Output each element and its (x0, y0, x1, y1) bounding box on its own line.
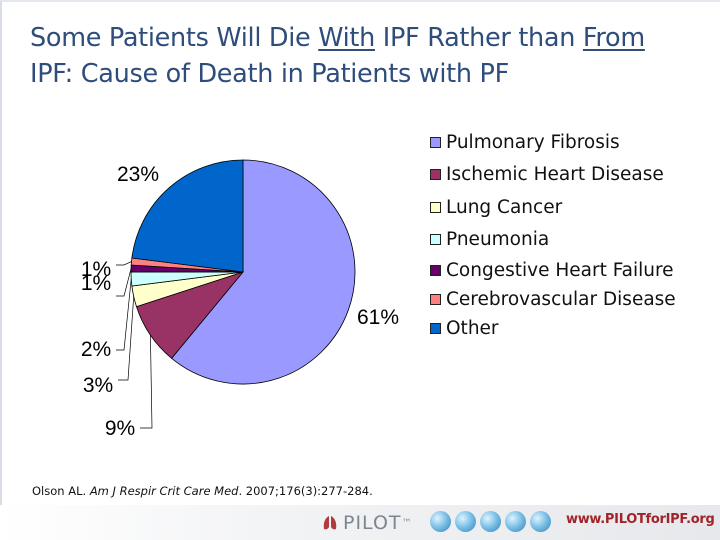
legend-label-congestive-heart-failure: Congestive Heart Failure (446, 260, 674, 281)
legend-item-cerebrovascular-disease: Cerebrovascular Disease (430, 285, 716, 314)
leader-line-ischemic-heart-disease (140, 334, 153, 429)
legend-label-pulmonary-fibrosis: Pulmonary Fibrosis (446, 131, 620, 153)
legend-swatch-other (430, 323, 441, 334)
pilot-logo: PILOT ™ (322, 512, 413, 534)
globe-icon (430, 511, 451, 532)
legend-label-cerebrovascular-disease: Cerebrovascular Disease (446, 289, 676, 310)
legend-swatch-ischemic-heart-disease (430, 169, 441, 181)
globe-icon (480, 511, 501, 532)
legend-label-lung-cancer: Lung Cancer (446, 196, 563, 218)
leader-line-lung-cancer (118, 296, 135, 381)
legend-label-pneumonia: Pneumonia (446, 229, 550, 251)
legend-item-pulmonary-fibrosis: Pulmonary Fibrosis (430, 126, 716, 159)
citation: Olson AL. Am J Respir Crit Care Med. 200… (32, 484, 373, 498)
chart-legend: Pulmonary Fibrosis Ischemic Heart Disease… (430, 126, 716, 343)
footer-decoration (430, 511, 551, 532)
title-part-1: Some Patients Will Die (30, 23, 319, 53)
legend-label-other: Other (446, 318, 499, 339)
legend-item-pneumonia: Pneumonia (430, 224, 716, 257)
leader-line-congestive-heart-failure (116, 268, 132, 297)
citation-author: Olson AL. (32, 484, 90, 498)
citation-journal: Am J Respir Crit Care Med (89, 484, 239, 498)
legend-item-other: Other (430, 314, 716, 343)
legend-item-ischemic-heart-disease: Ischemic Heart Disease (430, 159, 716, 192)
data-label-congestive-heart-failure: 1% (81, 272, 111, 295)
title-part-3: IPF Rather than (374, 23, 583, 53)
data-label-pneumonia: 2% (81, 338, 111, 361)
legend-item-congestive-heart-failure: Congestive Heart Failure (430, 256, 716, 285)
pie-chart: 61% 9% 3% 2% 1%1% 23% (81, 159, 399, 440)
slice-other (131, 159, 244, 273)
leader-line-cerebrovascular-disease (116, 261, 132, 266)
data-label-cerebrovascular-disease: 1% (81, 258, 111, 281)
footer-bar (0, 505, 720, 540)
globe-icon (455, 511, 476, 532)
title-part-5: IPF: Cause of Death in Patients with PF (30, 59, 509, 89)
globe-icon (505, 511, 526, 532)
legend-swatch-lung-cancer (430, 201, 441, 213)
slice-pulmonary-fibrosis (171, 159, 356, 385)
title-emphasis-from: From (582, 23, 645, 53)
data-label-other: 23% (117, 163, 159, 186)
data-label-pulmonary-fibrosis: 61% (357, 306, 399, 329)
citation-details: . 2007;176(3):277-284. (238, 484, 373, 498)
lungs-icon (323, 516, 337, 530)
leader-line-pneumonia (116, 278, 132, 351)
title-emphasis-with: With (318, 23, 375, 53)
pilot-trademark: ™ (401, 517, 413, 529)
globe-icon (530, 511, 551, 532)
legend-swatch-pulmonary-fibrosis (430, 136, 441, 148)
legend-item-lung-cancer: Lung Cancer (430, 191, 716, 224)
legend-swatch-congestive-heart-failure (430, 265, 441, 276)
website-url[interactable]: www.PILOTforIPF.org (566, 512, 715, 527)
data-label-lung-cancer: 3% (83, 374, 113, 397)
data-label-ischemic-heart-disease: 9% (105, 417, 135, 440)
legend-swatch-cerebrovascular-disease (430, 294, 441, 305)
legend-label-ischemic-heart-disease: Ischemic Heart Disease (446, 164, 664, 186)
legend-swatch-pneumonia (430, 234, 441, 246)
pilot-logo-text: PILOT (343, 512, 402, 534)
slide-title: Some Patients Will Die With IPF Rather t… (30, 20, 710, 92)
